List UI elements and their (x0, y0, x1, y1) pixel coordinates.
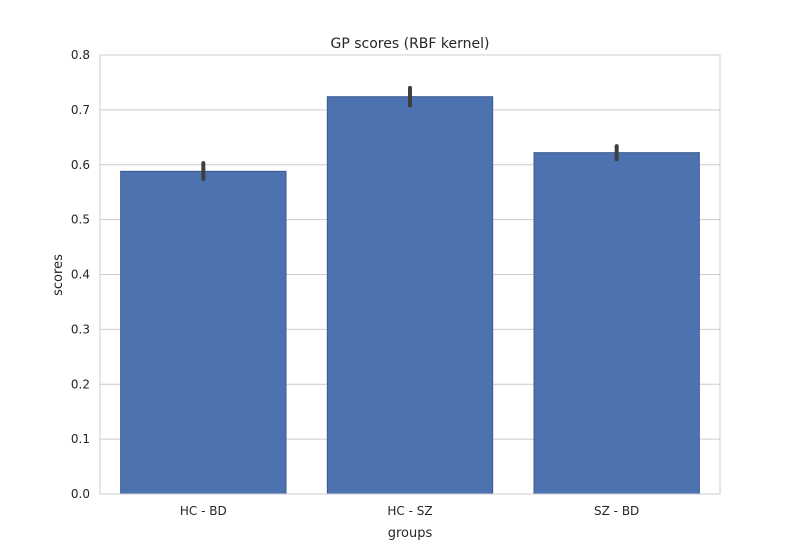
y-tick-label: 0.0 (71, 487, 90, 501)
error-bars (201, 85, 619, 182)
y-axis-label: scores (51, 254, 66, 296)
y-tick-label: 0.4 (71, 268, 90, 282)
plot-frame (99, 54, 721, 495)
y-tick-label: 0.6 (71, 158, 90, 172)
y-tick-label: 0.8 (71, 48, 90, 62)
x-tick-label: HC - BD (180, 504, 227, 518)
y-tick-labels: 0.0 0.1 0.2 0.3 0.4 0.5 0.6 0.7 0.8 (71, 48, 90, 501)
y-tick-label: 0.5 (71, 213, 90, 227)
bar-sz-bd (533, 152, 700, 495)
y-tick-label: 0.3 (71, 322, 90, 336)
chart-title: GP scores (RBF kernel) (331, 36, 490, 52)
y-tick-label: 0.1 (71, 432, 90, 446)
x-tick-label: SZ - BD (594, 504, 639, 518)
bars (120, 96, 700, 495)
bar-hc-bd (120, 170, 287, 495)
bar-hc-sz (326, 96, 494, 495)
y-tick-label: 0.2 (71, 377, 90, 391)
x-tick-label: HC - SZ (387, 504, 432, 518)
y-tick-label: 0.7 (71, 103, 90, 117)
x-axis-label: groups (388, 526, 433, 541)
x-tick-labels: HC - BD HC - SZ SZ - BD (180, 504, 639, 518)
